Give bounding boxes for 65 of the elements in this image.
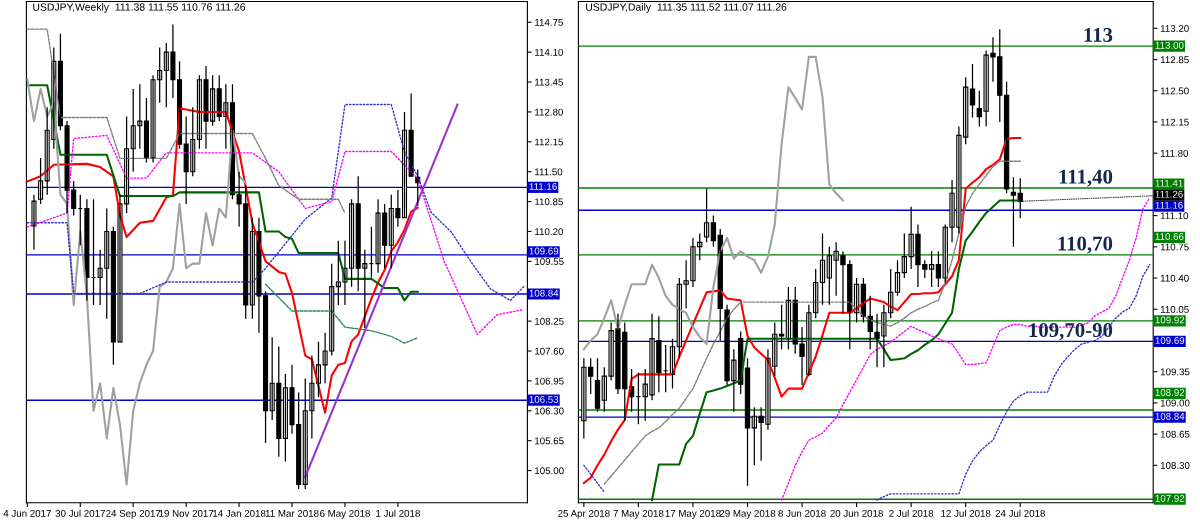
y-tick-label: 109.55	[535, 258, 564, 265]
y-tick-label: 105.65	[535, 437, 564, 445]
ref-line-label: 111.16	[529, 183, 557, 190]
x-tick-label: 11 Mar 2018	[265, 509, 319, 517]
x-tick-label: 30 Jul 2017	[55, 509, 105, 517]
annotation: 111.26	[1155, 190, 1183, 198]
ref-line-label: 109.69	[1155, 337, 1185, 344]
y-tick-label: 106.95	[535, 377, 564, 385]
annotation: 111,40	[1059, 169, 1113, 187]
x-tick-label: 14 Jan 2018	[213, 509, 266, 517]
ref-line-label: 108.92	[1155, 389, 1185, 396]
ref-line-label: 111.41	[1155, 179, 1183, 187]
x-tick-label: 17 May 2018	[665, 509, 721, 519]
y-tick-label: 109.00	[1160, 399, 1190, 407]
y-tick-label: 110.40	[1160, 274, 1189, 282]
x-tick-label: 24 Sep 2017	[106, 509, 161, 519]
ref-line-label: 109.69	[529, 247, 559, 255]
x-tick-label: 12 Jul 2018	[941, 509, 991, 517]
y-tick-label: 109.35	[1160, 368, 1190, 376]
annotation: 113	[1084, 27, 1113, 42]
x-tick-label: 2 Jul 2018	[889, 509, 934, 517]
y-tick-label: 108.30	[1160, 462, 1190, 469]
y-tick-label: 112.15	[535, 138, 563, 146]
y-tick-label: 108.25	[535, 317, 564, 325]
chart-title: USDJPY,Weekly 111.38 111.55 110.76 111.26	[33, 3, 246, 13]
y-tick-label: 114.10	[535, 48, 563, 56]
annotation: 109,70-90	[1029, 323, 1113, 341]
y-tick-label: 108.65	[1160, 430, 1190, 438]
ref-line-label: 108.84	[529, 289, 559, 297]
ref-line-label: 111.16	[1155, 201, 1183, 209]
y-tick-label: 112.50	[1160, 87, 1189, 95]
y-tick-label: 107.60	[535, 347, 564, 355]
ref-line-label: 109.92	[1155, 316, 1185, 324]
x-tick-label: 4 Jun 2017	[3, 509, 51, 517]
ref-line-label: 110.66	[1155, 233, 1184, 240]
x-tick-label: 7 May 2018	[613, 509, 664, 519]
y-tick-label: 112.85	[1160, 56, 1189, 64]
y-tick-label: 110.05	[1160, 305, 1189, 313]
x-tick-label: 20 Jun 2018	[830, 509, 883, 517]
ref-line-label: 108.84	[1155, 412, 1185, 420]
x-tick-label: 24 Jul 2018	[995, 509, 1045, 517]
y-tick-label: 112.80	[535, 108, 563, 116]
x-tick-label: 29 May 2018	[719, 509, 776, 519]
y-tick-label: 112.15	[1160, 118, 1189, 126]
y-tick-label: 113.45	[535, 78, 563, 86]
y-tick-label: 114.75	[535, 19, 563, 26]
ref-line-label: 106.53	[529, 395, 559, 403]
y-tick-label: 106.30	[535, 407, 564, 415]
y-tick-label: 111.10	[1160, 212, 1189, 220]
y-tick-label: 111.80	[1160, 149, 1189, 157]
y-tick-label: 110.85	[535, 198, 563, 206]
annotation: 110,70	[1058, 236, 1113, 254]
x-tick-label: 1 Jul 2018	[376, 509, 420, 517]
ref-line-label: 113.00	[1155, 41, 1184, 49]
y-tick-label: 113.20	[1160, 25, 1189, 32]
x-tick-label: 8 Jun 2018	[778, 509, 826, 517]
x-tick-label: 19 Nov 2017	[159, 509, 214, 517]
chart-title: USDJPY,Daily 111.35 111.52 111.07 111.26	[586, 3, 787, 13]
y-tick-label: 110.75	[1160, 243, 1189, 251]
x-tick-label: 6 May 2018	[320, 509, 370, 519]
x-tick-label: 25 Apr 2018	[558, 509, 610, 519]
y-tick-label: 105.00	[535, 467, 564, 475]
y-tick-label: 111.50	[535, 168, 563, 176]
ref-line-label: 107.92	[1155, 494, 1185, 502]
y-tick-label: 110.20	[535, 228, 563, 236]
